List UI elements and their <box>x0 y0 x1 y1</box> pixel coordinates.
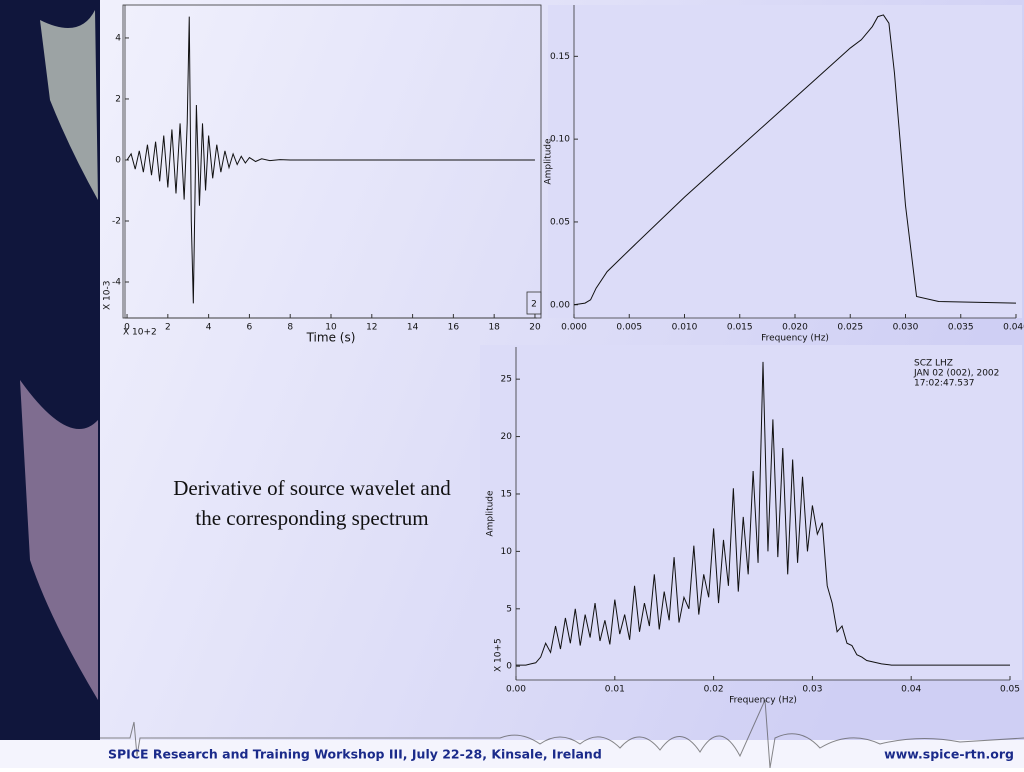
x-multiplier: X 10+2 <box>123 328 157 338</box>
x-tick-label: 14 <box>407 323 419 333</box>
x-tick-label: 0.025 <box>837 323 863 333</box>
x-tick-label: 16 <box>448 323 460 333</box>
x-tick-label: 0.05 <box>1000 685 1020 695</box>
data-line <box>516 361 1010 666</box>
x-axis-label: Frequency (Hz) <box>761 334 829 344</box>
annotation: SCZ LHZ <box>914 359 953 369</box>
x-tick-label: 12 <box>366 323 377 333</box>
data-line <box>573 14 1017 306</box>
y-tick-label: 20 <box>501 432 513 442</box>
y-tick-label: 0 <box>506 662 512 672</box>
footer-left: SPICE Research and Training Workshop III… <box>108 747 602 762</box>
x-tick-label: 8 <box>287 323 293 333</box>
data-line <box>126 16 535 304</box>
x-tick-label: 0.040 <box>1003 323 1024 333</box>
x-tick-label: 0.030 <box>893 323 919 333</box>
earth-clouds <box>40 10 98 200</box>
panel-label-box <box>526 291 542 315</box>
y-tick-label: 0 <box>115 155 121 165</box>
caption-line: the corresponding spectrum <box>195 506 428 530</box>
x-tick-label: 0.035 <box>948 323 974 333</box>
y-tick-label: 25 <box>501 375 512 385</box>
earth-texture <box>20 380 98 700</box>
x-tick-label: 2 <box>165 323 171 333</box>
y-axis-label: Amplitude <box>486 490 496 537</box>
x-tick-label: 0 <box>124 323 130 333</box>
y-tick-label: 10 <box>501 547 513 557</box>
panel-label: 2 <box>531 300 537 310</box>
y-multiplier: X 10+5 <box>494 638 504 672</box>
x-tick-label: 20 <box>529 323 541 333</box>
x-tick-label: 0.000 <box>561 323 587 333</box>
caption-line: Derivative of source wavelet and <box>173 476 451 500</box>
x-tick-label: 0.010 <box>672 323 698 333</box>
x-tick-label: 6 <box>247 323 253 333</box>
x-tick-label: 0.04 <box>901 685 921 695</box>
y-tick-label: -2 <box>112 216 121 226</box>
x-axis-label: Time (s) <box>306 331 356 345</box>
x-tick-label: 18 <box>488 323 500 333</box>
y-tick-label: 0.00 <box>550 300 570 310</box>
y-tick-label: 2 <box>115 94 121 104</box>
y-tick-label: 5 <box>506 604 512 614</box>
x-tick-label: 0.00 <box>506 685 526 695</box>
y-tick-label: 4 <box>115 33 121 43</box>
plot-panel <box>548 5 1022 318</box>
annotation: JAN 02 (002), 2002 <box>913 369 999 379</box>
footer-right: www.spice-rtn.org <box>884 747 1014 762</box>
x-tick-label: 0.03 <box>802 685 822 695</box>
y-tick-label: 0.05 <box>550 217 570 227</box>
x-tick-label: 4 <box>206 323 212 333</box>
y-axis-label: Amplitude <box>544 138 554 185</box>
x-tick-label: 0.02 <box>704 685 724 695</box>
x-axis-label: Frequency (Hz) <box>729 696 797 706</box>
x-tick-label: 0.020 <box>782 323 808 333</box>
y-tick-label: 0.15 <box>550 52 570 62</box>
annotation: 17:02:47.537 <box>914 379 974 389</box>
y-tick-label: 15 <box>501 489 512 499</box>
y-tick-label: -4 <box>112 278 121 288</box>
y-tick-label: 0.10 <box>550 135 570 145</box>
x-tick-label: 10 <box>325 323 337 333</box>
seismogram-decoration <box>100 699 1024 769</box>
footer-bar <box>0 740 1024 768</box>
y-multiplier: X 10-3 <box>103 281 113 310</box>
x-tick-label: 0.015 <box>727 323 753 333</box>
x-tick-label: 0.005 <box>616 323 642 333</box>
x-tick-label: 0.01 <box>605 685 625 695</box>
